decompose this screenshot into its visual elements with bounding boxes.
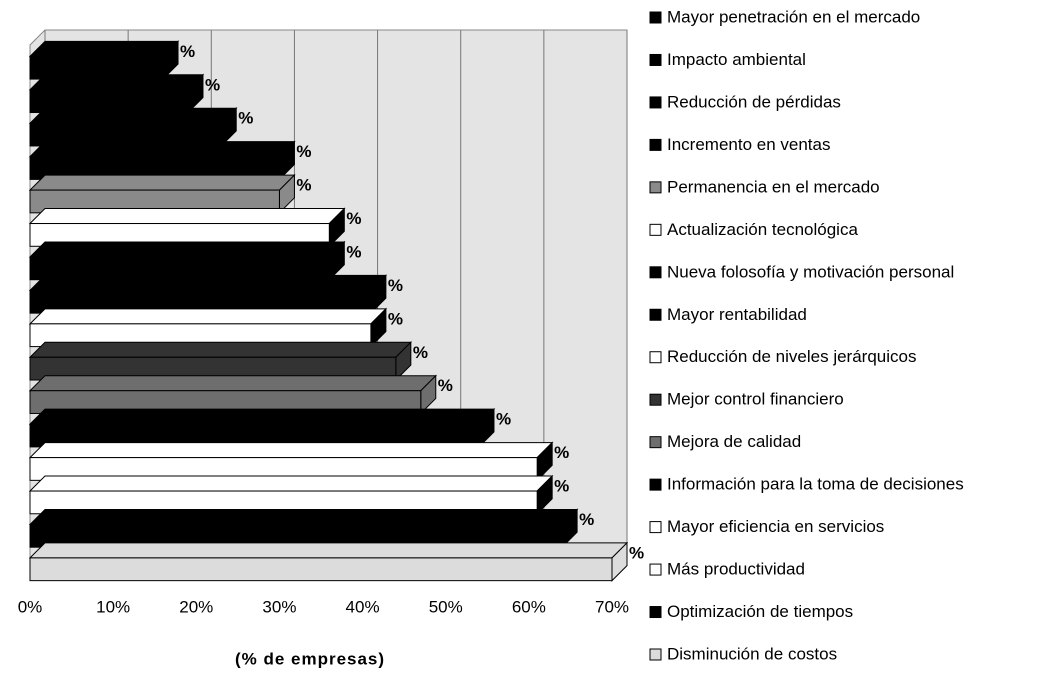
legend-label: Mayor eficiencia en servicios <box>667 517 884 536</box>
bar-top <box>28 375 437 392</box>
value-label: % <box>296 176 311 195</box>
value-label: % <box>346 209 361 228</box>
x-tick-label: 50% <box>429 597 463 616</box>
legend-swatch <box>649 11 662 24</box>
legend-label: Permanencia en el mercado <box>667 177 880 196</box>
bar-top <box>28 308 388 325</box>
legend-label: Mejor control financiero <box>667 390 844 409</box>
legend-swatch <box>649 308 662 321</box>
legend-swatch <box>649 436 662 449</box>
legend-swatch <box>649 478 662 491</box>
bar-top <box>28 341 413 358</box>
legend-swatch <box>649 648 662 661</box>
legend-label: Incremento en ventas <box>667 135 830 154</box>
legend-swatch <box>649 521 662 534</box>
legend-swatch <box>649 96 662 109</box>
legend-label: Reducción de pérdidas <box>667 92 841 111</box>
bar-top <box>28 475 554 492</box>
value-label: % <box>496 410 511 429</box>
value-label: % <box>579 510 594 529</box>
legend-swatch <box>649 138 662 151</box>
value-label: % <box>629 543 644 562</box>
x-tick-label: 10% <box>96 597 130 616</box>
value-label: % <box>388 276 403 295</box>
bar-top <box>28 174 296 191</box>
bar-top <box>28 274 388 291</box>
legend-swatch <box>649 563 662 576</box>
legend-label: Actualización tecnológica <box>667 220 858 239</box>
bar-top <box>28 542 629 559</box>
value-label: % <box>438 376 453 395</box>
x-tick-label: 30% <box>262 597 296 616</box>
legend-swatch <box>649 53 662 66</box>
bar <box>29 557 613 582</box>
bar-top <box>28 241 346 258</box>
x-tick-label: 70% <box>595 597 629 616</box>
bar-top <box>28 508 579 525</box>
value-label: % <box>554 443 569 462</box>
bar-top <box>28 408 496 425</box>
legend-label: Mayor rentabilidad <box>667 305 807 324</box>
x-tick-label: 60% <box>512 597 546 616</box>
legend-swatch <box>649 223 662 236</box>
value-label: % <box>554 477 569 496</box>
bar-top <box>28 141 296 158</box>
legend-label: Optimización de tiempos <box>667 602 853 621</box>
legend-label: Más productividad <box>667 560 805 579</box>
x-axis-title: (% de empresas) <box>235 649 385 668</box>
legend-swatch <box>649 606 662 619</box>
value-label: % <box>205 75 220 94</box>
value-label: % <box>180 42 195 61</box>
legend-swatch <box>649 393 662 406</box>
bar-top <box>28 208 346 225</box>
x-tick-label: 0% <box>18 597 43 616</box>
bar-top <box>28 442 554 459</box>
value-label: % <box>296 142 311 161</box>
legend-label: Impacto ambiental <box>667 50 806 69</box>
bar-top <box>28 74 205 91</box>
value-label: % <box>388 309 403 328</box>
legend-label: Información para la toma de decisiones <box>667 475 964 494</box>
legend-label: Mejora de calidad <box>667 432 801 451</box>
bar-top <box>28 40 180 57</box>
value-label: % <box>238 109 253 128</box>
x-tick-label: 20% <box>179 597 213 616</box>
x-tick-label: 40% <box>346 597 380 616</box>
legend-swatch <box>649 351 662 364</box>
legend-swatch <box>649 181 662 194</box>
legend-label: Nueva folosofía y motivación personal <box>667 262 954 281</box>
bar-top <box>28 107 238 124</box>
legend-swatch <box>649 266 662 279</box>
legend-label: Mayor penetración en el mercado <box>667 7 920 26</box>
value-label: % <box>346 242 361 261</box>
value-label: % <box>413 343 428 362</box>
legend-label: Reducción de niveles jerárquicos <box>667 347 916 366</box>
legend-label: Disminución de costos <box>667 644 837 663</box>
